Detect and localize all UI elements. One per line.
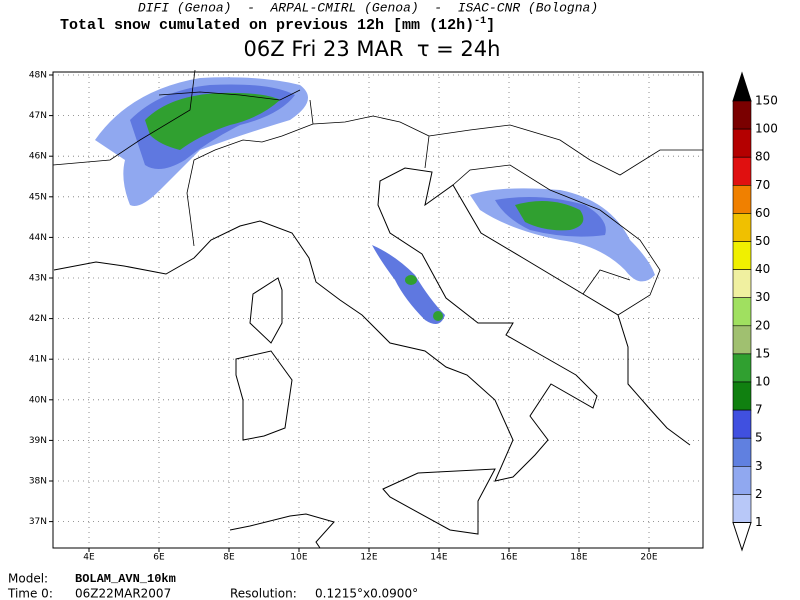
colorbar-box bbox=[732, 325, 752, 355]
title-end: ] bbox=[486, 17, 495, 34]
resolution: 0.1215°x0.0900° bbox=[315, 587, 418, 600]
colorbar-label: 70 bbox=[755, 178, 770, 192]
lon-labels: 4E 6E 8E 10E 12E 14E 16E 18E 20E bbox=[83, 548, 658, 563]
model-label: Model: bbox=[8, 572, 48, 586]
title-text: Total snow cumulated on previous 12h [mm… bbox=[60, 17, 474, 34]
coastline bbox=[53, 167, 691, 482]
lat-label: 38N bbox=[29, 477, 47, 487]
colorbar-label: 30 bbox=[755, 290, 770, 304]
colorbar-box bbox=[732, 185, 752, 214]
lon-label: 18E bbox=[570, 553, 587, 563]
colorbar-label: 80 bbox=[755, 150, 770, 164]
colorbar-label: 5 bbox=[755, 431, 763, 445]
colorbar-box bbox=[732, 297, 752, 327]
lon-label: 12E bbox=[360, 553, 377, 563]
sardinia bbox=[235, 350, 293, 441]
lat-label: 43N bbox=[29, 274, 47, 284]
colorbar-box bbox=[732, 269, 752, 299]
lon-label: 6E bbox=[153, 553, 165, 563]
resolution-label: Resolution: bbox=[230, 587, 297, 600]
colorbar-box bbox=[732, 409, 752, 439]
colorbar-label: 150 bbox=[755, 94, 778, 108]
colorbar-label: 7 bbox=[755, 403, 763, 417]
colorbar-label: 3 bbox=[755, 459, 763, 473]
lon-label: 10E bbox=[290, 553, 307, 563]
colorbar-bottom bbox=[732, 522, 752, 552]
sicily bbox=[382, 468, 496, 535]
grid bbox=[53, 72, 703, 548]
colorbar-label: 40 bbox=[755, 262, 770, 276]
title-exponent: -1 bbox=[474, 16, 486, 27]
colorbar-label: 2 bbox=[755, 487, 763, 501]
africa-coast bbox=[229, 513, 335, 549]
lat-label: 46N bbox=[29, 152, 47, 162]
lat-label: 42N bbox=[29, 314, 47, 324]
time-label: Time 0: bbox=[7, 587, 53, 600]
snow bbox=[95, 77, 655, 324]
colorbar-box bbox=[732, 213, 752, 242]
colorbar-label: 50 bbox=[755, 234, 770, 248]
lat-labels: 48N 47N 46N 45N 44N 43N 42N 41N 40N 39N 38N 37N bbox=[29, 71, 53, 527]
map bbox=[52, 69, 704, 549]
borders bbox=[52, 69, 703, 316]
lat-label: 41N bbox=[29, 355, 47, 365]
colorbar-box bbox=[732, 353, 752, 383]
lon-label: 14E bbox=[430, 553, 447, 563]
corsica bbox=[249, 277, 283, 344]
colorbar: 150 100 80 70 60 50 40 30 20 15 10 7 5 3 2 1 bbox=[732, 71, 778, 552]
colorbar-label: 15 bbox=[755, 346, 770, 360]
colorbar-box bbox=[732, 494, 752, 523]
lon-label: 16E bbox=[500, 553, 517, 563]
lat-label: 40N bbox=[29, 395, 47, 405]
colorbar-label: 20 bbox=[755, 318, 770, 332]
model: BOLAM_AVN_10km bbox=[75, 572, 176, 586]
colorbar-label: 60 bbox=[755, 206, 770, 220]
lon-label: 8E bbox=[223, 553, 235, 563]
colorbar-box bbox=[732, 128, 752, 158]
colorbar-box bbox=[732, 100, 752, 130]
credits: DIFI (Genoa) - ARPAL-CMIRL (Genoa) - ISA… bbox=[138, 0, 598, 15]
lat-label: 44N bbox=[29, 233, 47, 243]
time-title: 06Z Fri 23 MAR τ = 24h bbox=[244, 37, 501, 61]
colorbar-box bbox=[732, 241, 752, 270]
colorbar-box bbox=[732, 465, 752, 495]
init-time: 06Z22MAR2007 bbox=[75, 587, 171, 600]
colorbar-label: 10 bbox=[755, 375, 770, 389]
title: Total snow cumulated on previous 12h [mm… bbox=[60, 16, 495, 34]
colorbar-label: 100 bbox=[755, 122, 778, 136]
lat-label: 45N bbox=[29, 192, 47, 202]
lat-label: 37N bbox=[29, 517, 47, 527]
colorbar-box bbox=[732, 381, 752, 411]
colorbar-label: 1 bbox=[755, 515, 763, 529]
colorbar-box bbox=[732, 156, 752, 186]
lat-label: 48N bbox=[29, 71, 47, 81]
lon-label: 4E bbox=[83, 553, 95, 563]
colorbar-top bbox=[732, 71, 752, 102]
colorbar-box bbox=[732, 437, 752, 467]
lat-label: 47N bbox=[29, 111, 47, 121]
lat-label: 39N bbox=[29, 436, 47, 446]
lon-label: 20E bbox=[640, 553, 657, 563]
